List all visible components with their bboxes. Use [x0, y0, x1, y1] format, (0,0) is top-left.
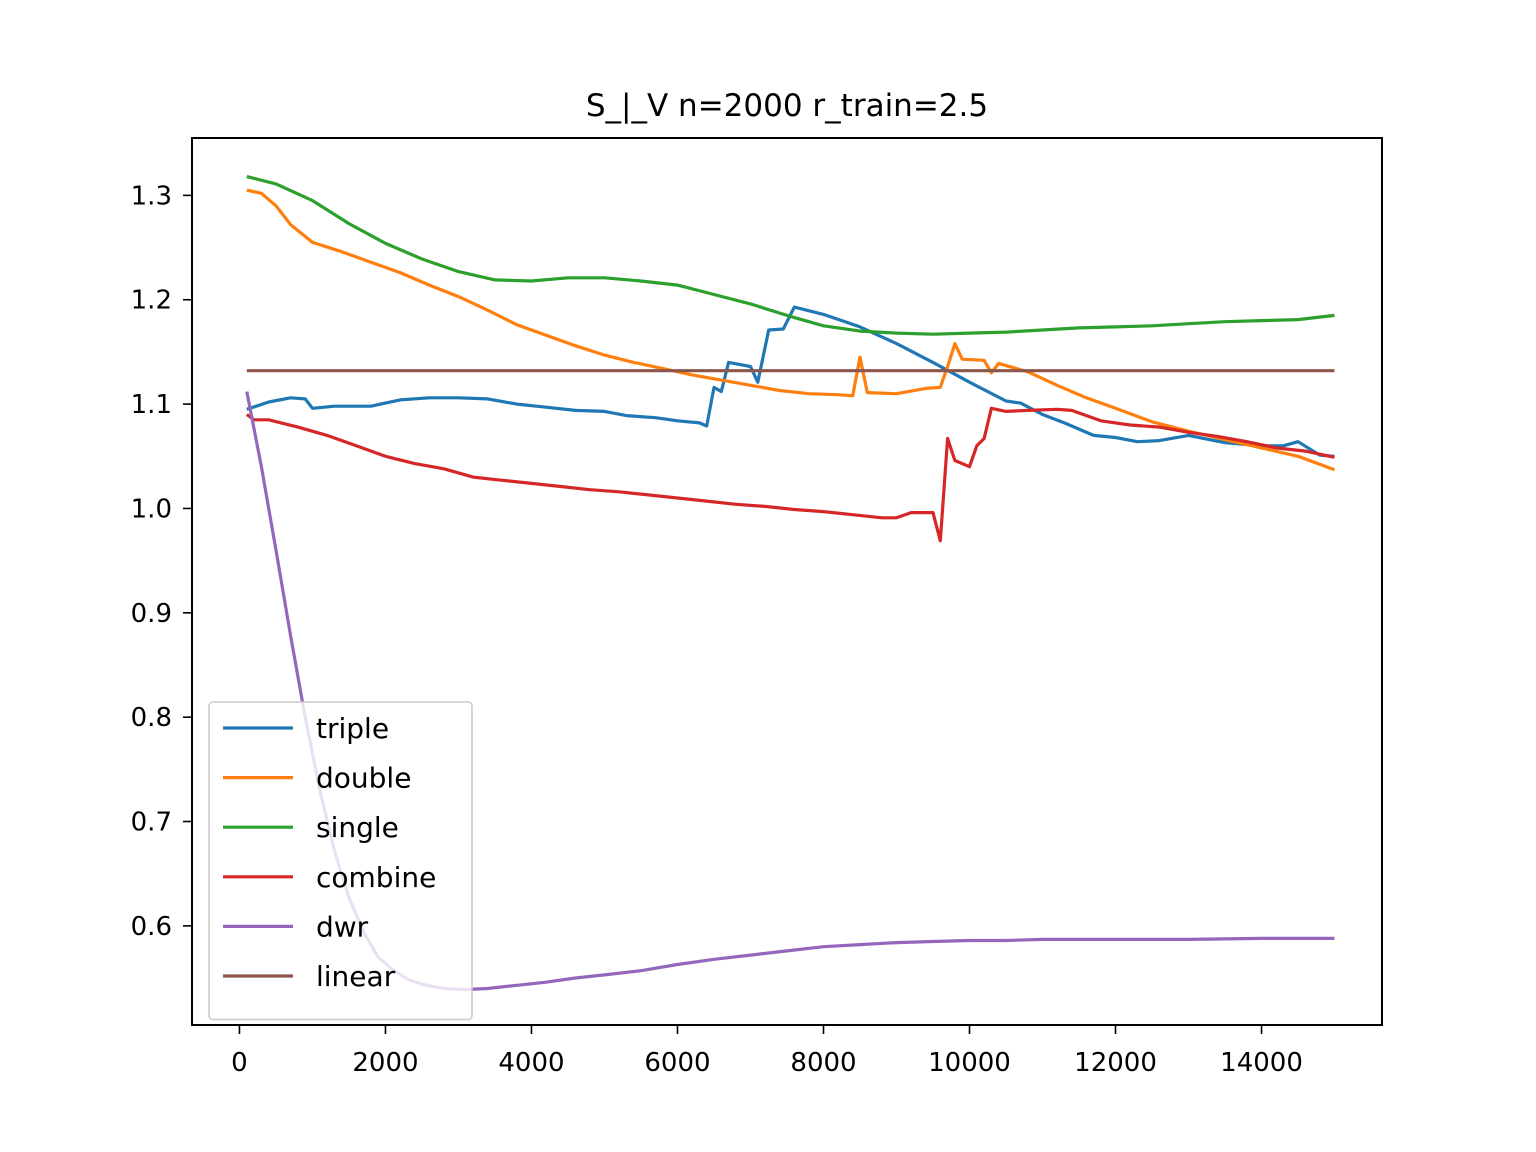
y-tick-label: 1.0 — [131, 494, 172, 524]
legend-label-dwr: dwr — [316, 910, 369, 943]
chart-title: S_|_V n=2000 r_train=2.5 — [586, 88, 988, 124]
x-axis: 0 2000 4000 6000 8000 10000 12000 14000 — [231, 1025, 1303, 1078]
x-tick-label: 6000 — [644, 1048, 710, 1078]
series-layer — [245, 175, 1336, 992]
y-tick-label: 0.8 — [131, 703, 172, 733]
y-tick-label: 1.1 — [131, 390, 172, 420]
series-line-combine — [245, 406, 1335, 543]
y-tick-label: 0.6 — [131, 912, 172, 942]
series-line-single — [246, 175, 1335, 336]
legend-label-combine: combine — [316, 861, 436, 894]
series-line-double — [246, 188, 1336, 472]
x-tick-label: 4000 — [498, 1048, 564, 1078]
y-tick-label: 0.7 — [131, 808, 172, 838]
legend-label-double: double — [316, 762, 411, 795]
x-tick-label: 0 — [231, 1048, 248, 1078]
x-tick-label: 8000 — [790, 1048, 856, 1078]
plot-frame — [191, 137, 1383, 1026]
legend: triple double single combine dwr linear — [208, 701, 473, 1021]
x-tick-label: 10000 — [928, 1048, 1011, 1078]
legend-label-linear: linear — [316, 960, 396, 993]
y-axis: 0.6 0.7 0.8 0.9 1.0 1.1 1.2 1.3 — [131, 181, 192, 942]
x-tick-label: 14000 — [1220, 1048, 1303, 1078]
legend-box — [208, 701, 473, 1021]
series-line-triple — [246, 305, 1335, 458]
y-tick-label: 1.2 — [131, 286, 172, 316]
x-tick-label: 12000 — [1074, 1048, 1157, 1078]
y-tick-label: 0.9 — [131, 599, 172, 629]
legend-label-triple: triple — [316, 712, 389, 745]
legend-label-single: single — [316, 811, 399, 844]
y-tick-label: 1.3 — [131, 181, 172, 211]
x-tick-label: 2000 — [352, 1048, 418, 1078]
